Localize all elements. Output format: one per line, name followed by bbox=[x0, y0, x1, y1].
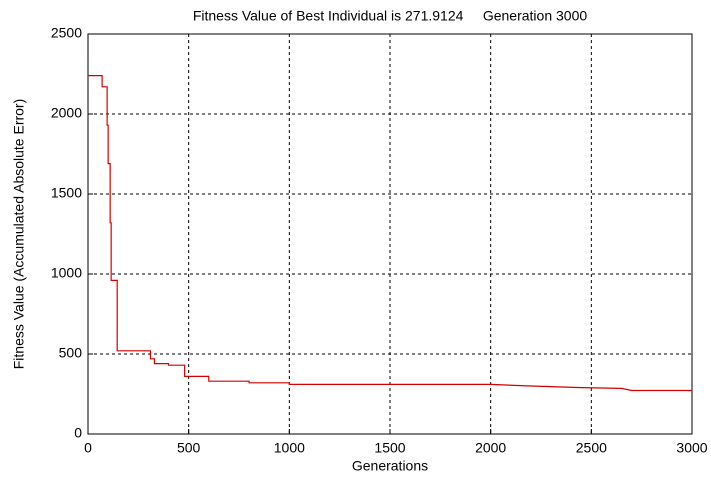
y-tick-label: 1500 bbox=[51, 185, 82, 201]
y-tick-label: 0 bbox=[74, 425, 82, 441]
x-axis-label: Generations bbox=[352, 458, 428, 474]
x-tick-label: 2500 bbox=[576, 440, 607, 456]
y-tick-label: 500 bbox=[59, 345, 83, 361]
x-tick-label: 3000 bbox=[676, 440, 707, 456]
y-axis-label: Fitness Value (Accumulated Absolute Erro… bbox=[11, 99, 27, 370]
y-tick-label: 1000 bbox=[51, 265, 82, 281]
data-line bbox=[88, 75, 692, 392]
axes-box bbox=[87, 33, 693, 435]
x-tick-label: 0 bbox=[84, 440, 92, 456]
x-tick-label: 1000 bbox=[274, 440, 305, 456]
y-tick-label: 2500 bbox=[51, 25, 82, 41]
x-tick-label: 1500 bbox=[374, 440, 405, 456]
x-tick-label: 2000 bbox=[475, 440, 506, 456]
x-tick-label: 500 bbox=[177, 440, 201, 456]
y-tick-label: 2000 bbox=[51, 105, 82, 121]
chart-title: Fitness Value of Best Individual is 271.… bbox=[193, 8, 588, 24]
